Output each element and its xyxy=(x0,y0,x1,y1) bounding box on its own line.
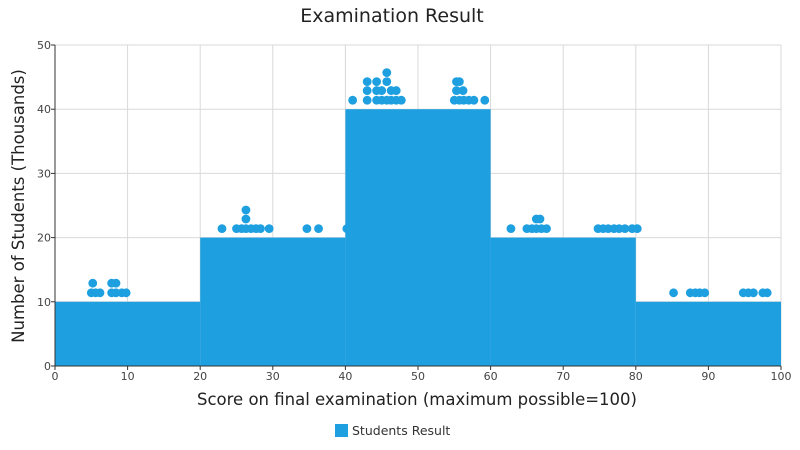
histogram-bar[interactable] xyxy=(635,301,781,366)
score-point[interactable] xyxy=(762,288,772,298)
score-point[interactable] xyxy=(396,95,406,105)
score-point[interactable] xyxy=(749,288,758,298)
score-point[interactable] xyxy=(264,224,274,234)
legend-swatch xyxy=(335,424,348,437)
score-point[interactable] xyxy=(469,95,479,105)
score-point[interactable] xyxy=(362,77,372,86)
score-point[interactable] xyxy=(452,86,461,95)
score-point[interactable] xyxy=(314,224,323,234)
x-tick-label: 100 xyxy=(771,370,792,383)
x-tick-label: 90 xyxy=(701,370,715,383)
y-tick-label: 30 xyxy=(37,167,51,180)
score-point[interactable] xyxy=(669,288,678,298)
x-tick-label: 40 xyxy=(338,370,352,383)
x-tick-label: 30 xyxy=(266,370,280,383)
score-point[interactable] xyxy=(95,288,105,298)
x-tick-label: 80 xyxy=(629,370,643,383)
score-point[interactable] xyxy=(372,77,382,86)
tick-labels: 0 10 20 30 40 50 60 70 80 90 100 0 10 20 30 40 50 xyxy=(37,39,792,383)
y-tick-label: 10 xyxy=(37,296,51,309)
y-tick-label: 20 xyxy=(37,232,51,245)
x-tick-label: 20 xyxy=(193,370,207,383)
score-point[interactable] xyxy=(256,224,265,234)
score-point[interactable] xyxy=(241,214,251,224)
y-tick-label: 40 xyxy=(37,103,51,116)
histogram-bar[interactable] xyxy=(490,237,636,366)
score-point[interactable] xyxy=(535,214,545,224)
histogram-bars xyxy=(55,109,781,366)
y-tick-label: 0 xyxy=(44,360,51,373)
x-tick-label: 10 xyxy=(121,370,135,383)
score-point[interactable] xyxy=(217,224,227,234)
score-point[interactable] xyxy=(342,224,352,234)
histogram-bar[interactable] xyxy=(345,109,491,366)
x-tick-label: 50 xyxy=(411,370,425,383)
score-point[interactable] xyxy=(348,95,358,105)
x-tick-label: 60 xyxy=(484,370,498,383)
score-point[interactable] xyxy=(382,68,392,78)
score-point[interactable] xyxy=(382,77,392,86)
score-point[interactable] xyxy=(506,224,516,234)
score-point[interactable] xyxy=(542,224,551,234)
score-point[interactable] xyxy=(391,86,401,95)
score-point[interactable] xyxy=(362,86,372,95)
legend-label: Students Result xyxy=(352,423,450,438)
score-point[interactable] xyxy=(480,95,490,105)
score-point[interactable] xyxy=(620,224,630,234)
legend[interactable]: Students Result xyxy=(335,423,450,438)
score-point[interactable] xyxy=(454,77,464,86)
score-point[interactable] xyxy=(700,288,710,298)
score-point[interactable] xyxy=(458,86,468,95)
x-axis-title: Score on final examination (maximum poss… xyxy=(197,390,637,409)
histogram-bar[interactable] xyxy=(55,301,201,366)
x-tick-label: 70 xyxy=(556,370,570,383)
score-point[interactable] xyxy=(362,95,372,105)
score-point[interactable] xyxy=(302,224,312,234)
score-point[interactable] xyxy=(111,278,121,288)
histogram-bar[interactable] xyxy=(200,237,346,366)
chart-title: Examination Result xyxy=(300,5,484,27)
score-point[interactable] xyxy=(241,205,251,215)
y-axis-title: Number of Students (Thousands) xyxy=(9,69,28,343)
score-point[interactable] xyxy=(88,278,98,288)
score-point[interactable] xyxy=(121,288,131,298)
x-tick-label: 0 xyxy=(52,370,59,383)
score-points xyxy=(86,68,772,298)
y-tick-label: 50 xyxy=(37,39,51,52)
score-point[interactable] xyxy=(632,224,642,234)
score-point[interactable] xyxy=(377,86,387,95)
